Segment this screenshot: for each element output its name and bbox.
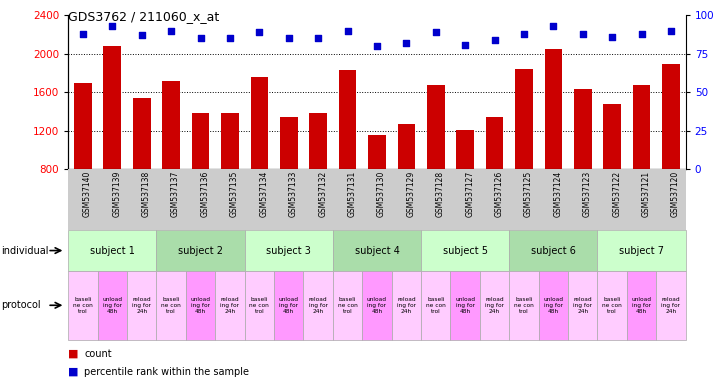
Text: reload
ing for
24h: reload ing for 24h: [397, 297, 416, 314]
Point: [77, 31, 88, 37]
Point: [312, 35, 324, 41]
Text: baseli
ne con
trol: baseli ne con trol: [602, 297, 622, 314]
Bar: [486, 117, 503, 169]
Bar: [251, 77, 268, 169]
Text: individual: individual: [1, 245, 49, 256]
Point: [636, 31, 648, 37]
Bar: [427, 86, 444, 169]
Text: baseli
ne con
trol: baseli ne con trol: [162, 297, 181, 314]
Text: subject 4: subject 4: [355, 245, 399, 256]
Bar: [544, 49, 562, 169]
Text: protocol: protocol: [1, 300, 41, 310]
Point: [342, 28, 353, 34]
Text: GSM537120: GSM537120: [671, 171, 680, 217]
Point: [253, 29, 265, 35]
Text: GSM537128: GSM537128: [436, 171, 444, 217]
Bar: [133, 98, 151, 169]
Point: [165, 28, 177, 34]
Text: subject 3: subject 3: [266, 245, 311, 256]
Text: GDS3762 / 211060_x_at: GDS3762 / 211060_x_at: [68, 10, 220, 23]
Text: unload
ing for
48h: unload ing for 48h: [367, 297, 387, 314]
Point: [430, 29, 442, 35]
Text: baseli
ne con
trol: baseli ne con trol: [337, 297, 358, 314]
Point: [283, 35, 294, 41]
Text: ■: ■: [68, 349, 79, 359]
Text: GSM537130: GSM537130: [377, 171, 386, 217]
Point: [460, 41, 471, 48]
Text: GSM537136: GSM537136: [200, 171, 210, 217]
Point: [106, 23, 118, 29]
Text: GSM537135: GSM537135: [230, 171, 239, 217]
Text: subject 1: subject 1: [90, 245, 135, 256]
Text: subject 7: subject 7: [619, 245, 664, 256]
Bar: [457, 130, 474, 169]
Text: GSM537137: GSM537137: [171, 171, 180, 217]
Point: [371, 43, 383, 49]
Point: [401, 40, 412, 46]
Text: unload
ing for
48h: unload ing for 48h: [632, 297, 651, 314]
Point: [577, 31, 589, 37]
Bar: [309, 113, 327, 169]
Text: GSM537124: GSM537124: [554, 171, 562, 217]
Text: reload
ing for
24h: reload ing for 24h: [309, 297, 327, 314]
Text: baseli
ne con
trol: baseli ne con trol: [249, 297, 269, 314]
Text: unload
ing for
48h: unload ing for 48h: [279, 297, 299, 314]
Text: unload
ing for
48h: unload ing for 48h: [455, 297, 475, 314]
Text: GSM537125: GSM537125: [524, 171, 533, 217]
Text: subject 2: subject 2: [178, 245, 223, 256]
Text: unload
ing for
48h: unload ing for 48h: [190, 297, 210, 314]
Bar: [515, 69, 533, 169]
Bar: [368, 135, 386, 169]
Text: GSM537126: GSM537126: [495, 171, 503, 217]
Bar: [280, 117, 297, 169]
Text: subject 6: subject 6: [531, 245, 576, 256]
Text: GSM537121: GSM537121: [642, 171, 651, 217]
Point: [548, 23, 559, 29]
Text: baseli
ne con
trol: baseli ne con trol: [426, 297, 446, 314]
Text: GSM537132: GSM537132: [318, 171, 327, 217]
Text: GSM537122: GSM537122: [612, 171, 621, 217]
Text: GSM537138: GSM537138: [141, 171, 151, 217]
Text: reload
ing for
24h: reload ing for 24h: [661, 297, 681, 314]
Text: GSM537133: GSM537133: [289, 171, 298, 217]
Text: GSM537127: GSM537127: [465, 171, 474, 217]
Text: baseli
ne con
trol: baseli ne con trol: [73, 297, 93, 314]
Bar: [162, 81, 180, 169]
Bar: [192, 113, 210, 169]
Bar: [221, 113, 239, 169]
Text: unload
ing for
48h: unload ing for 48h: [103, 297, 122, 314]
Point: [518, 31, 530, 37]
Text: reload
ing for
24h: reload ing for 24h: [132, 297, 151, 314]
Bar: [339, 70, 356, 169]
Point: [489, 37, 500, 43]
Text: GSM537123: GSM537123: [583, 171, 592, 217]
Bar: [103, 46, 121, 169]
Text: subject 5: subject 5: [443, 245, 488, 256]
Point: [195, 35, 206, 41]
Bar: [574, 89, 592, 169]
Bar: [633, 86, 651, 169]
Text: count: count: [84, 349, 111, 359]
Text: reload
ing for
24h: reload ing for 24h: [485, 297, 504, 314]
Text: GSM537131: GSM537131: [348, 171, 357, 217]
Text: ■: ■: [68, 367, 79, 377]
Point: [224, 35, 236, 41]
Bar: [603, 104, 621, 169]
Text: GSM537140: GSM537140: [83, 171, 92, 217]
Point: [666, 28, 677, 34]
Point: [607, 34, 618, 40]
Text: reload
ing for
24h: reload ing for 24h: [220, 297, 239, 314]
Text: reload
ing for
24h: reload ing for 24h: [573, 297, 592, 314]
Bar: [398, 124, 415, 169]
Text: GSM537139: GSM537139: [112, 171, 121, 217]
Text: GSM537129: GSM537129: [406, 171, 415, 217]
Text: unload
ing for
48h: unload ing for 48h: [544, 297, 564, 314]
Bar: [74, 83, 92, 169]
Point: [136, 32, 147, 38]
Text: percentile rank within the sample: percentile rank within the sample: [84, 367, 249, 377]
Text: GSM537134: GSM537134: [259, 171, 269, 217]
Bar: [662, 64, 680, 169]
Text: baseli
ne con
trol: baseli ne con trol: [514, 297, 534, 314]
